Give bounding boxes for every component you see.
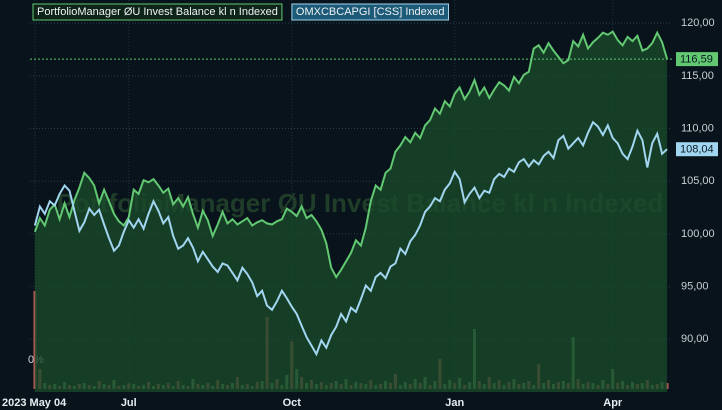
legend-label: OMXCBCAPGI [CSS] Indexed: [296, 6, 445, 18]
x-tick-label: Jul: [121, 397, 137, 409]
last-value-label: 116,59: [680, 54, 713, 66]
axes: 90,00 95,00 100,00 105,00 110,00 115,00 120,00…: [2, 17, 718, 409]
x-tick-label: Apr: [603, 397, 623, 409]
legend: PortfolioManager ØU Invest Balance kl n …: [32, 3, 449, 21]
legend-label: PortfolioManager ØU Invest Balance kl n …: [37, 6, 278, 18]
y-tick-label: 105,00: [681, 175, 715, 187]
last-value-tag: [676, 142, 718, 157]
line: [33, 30, 669, 280]
last-value-label: 108,04: [680, 144, 714, 156]
y-tick-label: 95,00: [681, 281, 709, 293]
last-value-tag: [676, 52, 718, 67]
line: [33, 120, 668, 357]
x-tick-label: 2023 May 04: [2, 397, 67, 409]
y-tick-label: 90,00: [681, 333, 709, 345]
plot: [30, 30, 672, 392]
x-tick-label: Jan: [445, 397, 464, 409]
x-tick-label: Oct: [283, 397, 302, 409]
area: [34, 31, 668, 392]
y-tick-label: 115,00: [681, 70, 714, 82]
legend-box: [291, 3, 449, 21]
y-tick-label: 120,00: [681, 17, 715, 29]
y-tick-label: 110,00: [681, 122, 714, 134]
legend-box: [32, 3, 283, 21]
y-tick-label: 100,00: [681, 228, 715, 240]
